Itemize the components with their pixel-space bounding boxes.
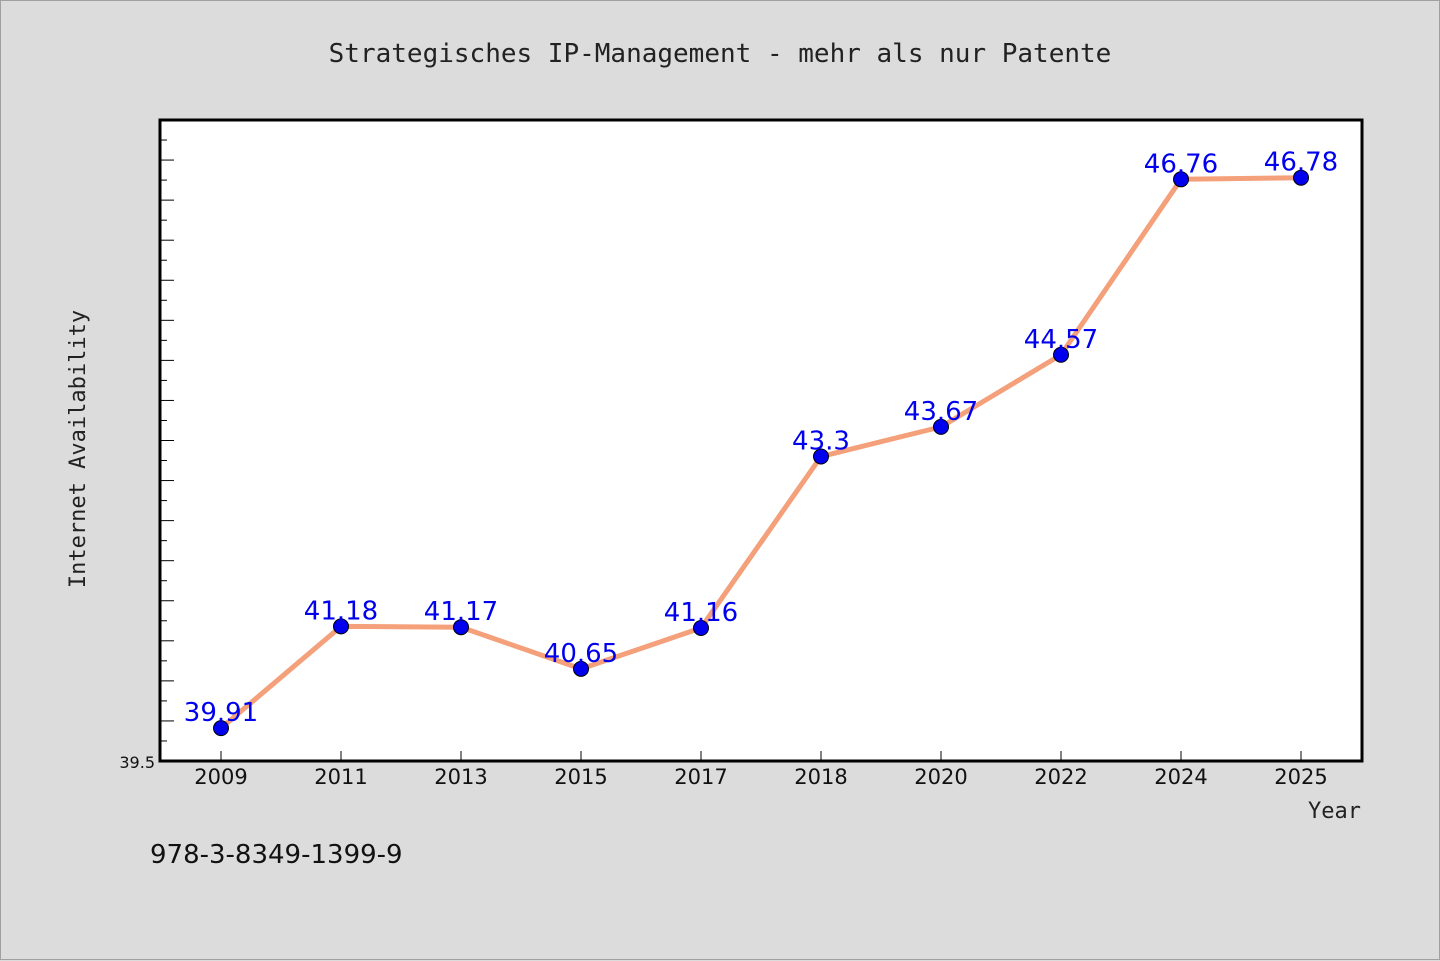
data-label: 41.17 (424, 597, 498, 627)
x-tick-label: 2017 (674, 765, 727, 789)
isbn-text: 978-3-8349-1399-9 (150, 840, 403, 870)
series-group: 39.91 41.18 41.17 40.65 41.16 43.3 43.67 44.57 4… (184, 148, 1338, 737)
x-axis-ticks: 2009 2011 2013 2015 2017 2018 2020 2022 2024 2025 (194, 751, 1328, 789)
x-tick-label: 2018 (794, 765, 847, 789)
data-label: 39.91 (184, 698, 258, 728)
data-point (1173, 171, 1189, 188)
y-axis-label: Internet Availability (66, 310, 91, 588)
plot-area (158, 118, 1364, 763)
x-axis-label: Year (1308, 799, 1361, 824)
chart-title: Strategisches IP-Management - mehr als n… (329, 39, 1112, 69)
y-tick-label: 39.5 (119, 753, 155, 772)
data-label: 40.65 (544, 639, 618, 669)
data-point (933, 418, 949, 435)
data-point (333, 618, 349, 635)
x-tick-label: 2009 (194, 765, 247, 789)
x-tick-label: 2011 (314, 765, 367, 789)
x-tick-label: 2025 (1274, 765, 1327, 789)
data-point (213, 720, 229, 737)
data-point (813, 448, 829, 465)
x-tick-label: 2022 (1034, 765, 1087, 789)
x-tick-label: 2020 (914, 765, 967, 789)
data-label: 43.3 (792, 427, 850, 457)
y-axis-ticks (160, 119, 174, 762)
series-line (219, 175, 1302, 731)
data-label: 46.76 (1144, 149, 1218, 179)
data-label: 46.78 (1264, 148, 1338, 178)
data-point (1293, 169, 1309, 186)
data-label: 44.57 (1024, 325, 1098, 355)
data-label: 43.67 (904, 397, 978, 427)
data-label: 41.18 (304, 596, 378, 626)
data-point (693, 619, 709, 636)
data-point (1053, 346, 1069, 363)
data-label: 41.16 (664, 598, 738, 628)
x-tick-label: 2013 (434, 765, 487, 789)
data-point (573, 660, 589, 677)
x-tick-label: 2015 (554, 765, 607, 789)
data-point (453, 619, 469, 636)
x-tick-label: 2024 (1154, 765, 1207, 789)
